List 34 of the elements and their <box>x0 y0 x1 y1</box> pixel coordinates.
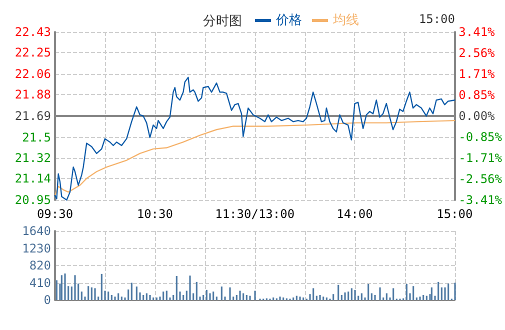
y2-tick-label: -3.41% <box>458 193 503 207</box>
line-series <box>54 76 456 201</box>
y-tick-label: 22.06 <box>14 67 51 81</box>
x-tick-label: 15:00 <box>436 207 473 221</box>
y-tick-label: 21.88 <box>14 87 51 102</box>
y2-tick-label: -1.71% <box>458 151 503 166</box>
y2-tick-label: 0.00% <box>458 109 496 123</box>
y-tick-label: 21.14 <box>14 171 51 186</box>
y-tick-label: 22.25 <box>14 45 51 60</box>
y-tick-label: 21.32 <box>14 151 51 165</box>
y2-tick-label: -2.56% <box>458 172 503 186</box>
chart-title: 分时图 <box>203 14 242 29</box>
x-tick-label: 11:30/13:00 <box>215 207 295 221</box>
legend-label: 均线 <box>332 13 359 28</box>
line-series <box>54 120 456 196</box>
y2-tick-label: 2.56% <box>458 46 496 60</box>
y2-tick-label: -0.85% <box>458 130 503 144</box>
text: 15:00 <box>418 12 455 26</box>
y2-tick-label: 0.85% <box>458 88 496 102</box>
x-tick-label: 09:30 <box>36 207 74 221</box>
y-tick-label: 820 <box>29 258 51 272</box>
legend-label: 价格 <box>275 13 302 28</box>
y-tick-label: 21.69 <box>14 109 51 123</box>
y-tick-label: 21.5 <box>22 130 51 145</box>
x-tick-label: 10:30 <box>136 207 173 221</box>
y-tick-label: 22.43 <box>14 25 51 39</box>
y2-tick-label: 1.71% <box>458 66 496 81</box>
y2-tick-label: 3.41% <box>458 25 496 39</box>
y-tick-label: 0 <box>44 293 51 307</box>
x-tick-label: 14:00 <box>336 207 373 221</box>
y-tick-label: 20.95 <box>14 193 51 207</box>
y-tick-label: 1230 <box>22 241 51 256</box>
y-tick-label: 410 <box>29 276 51 290</box>
y-tick-label: 1640 <box>22 224 51 238</box>
